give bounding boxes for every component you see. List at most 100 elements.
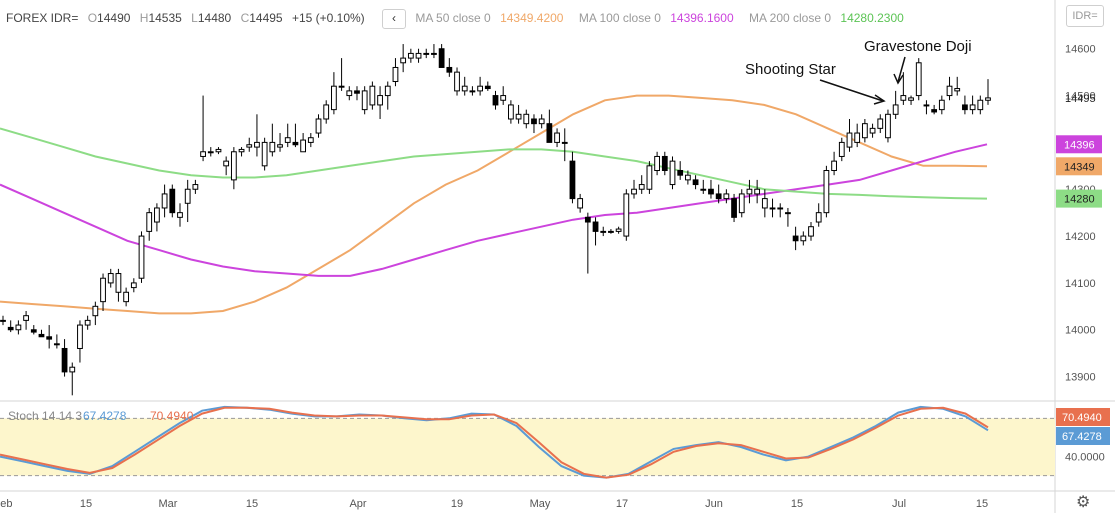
candle-body — [15, 324, 22, 331]
candle — [700, 179, 707, 194]
candle-body — [638, 184, 645, 190]
candle-body — [315, 118, 322, 134]
candle-body — [554, 132, 560, 143]
candle-body — [384, 85, 391, 97]
candle-body — [684, 174, 691, 181]
candle-body — [254, 141, 260, 148]
stoch-k-value: 67.4278 — [83, 409, 127, 423]
candle-body — [523, 113, 530, 125]
candle — [338, 58, 345, 91]
candle — [100, 273, 106, 312]
candle-body — [400, 57, 407, 64]
candle — [838, 137, 845, 162]
ma200-value: 14280.2300 — [840, 11, 904, 26]
candle-body — [146, 212, 153, 232]
candle — [523, 109, 530, 129]
candle — [169, 184, 176, 218]
gear-icon[interactable]: ⚙ — [1076, 494, 1091, 511]
candle-body — [461, 85, 468, 92]
candle — [484, 81, 491, 91]
candle-body — [746, 188, 753, 195]
price-tick-label: 14600 — [1065, 44, 1096, 56]
candle-body — [777, 207, 784, 210]
candle-body — [477, 85, 483, 92]
candle-body — [346, 90, 353, 97]
candle-body — [123, 291, 130, 303]
candle-body — [738, 193, 745, 214]
candle — [946, 76, 953, 101]
candle-body — [969, 104, 976, 111]
candle-body — [785, 212, 791, 215]
candle — [30, 325, 37, 335]
candle — [454, 67, 460, 96]
candle-body — [600, 230, 607, 233]
candle — [292, 123, 299, 148]
ma-value-badge-label: 14349 — [1064, 161, 1095, 173]
candle — [423, 48, 430, 59]
candle — [92, 301, 99, 326]
candle-body — [115, 273, 122, 293]
candle-body — [954, 88, 961, 92]
time-tick-label: May — [530, 498, 551, 510]
candle-body — [246, 144, 253, 148]
candle-body — [646, 165, 653, 190]
candle-body — [915, 62, 922, 97]
candle-body — [623, 193, 630, 237]
candle-body — [561, 141, 568, 144]
candle — [615, 226, 622, 234]
candle-body — [854, 132, 861, 143]
candle — [792, 226, 799, 251]
candle — [962, 95, 968, 115]
price-tick-label: 14000 — [1065, 325, 1096, 337]
candle — [284, 123, 291, 148]
candle-body — [300, 139, 307, 153]
candle — [692, 175, 699, 190]
stoch-d-badge — [1056, 408, 1110, 426]
candle — [307, 133, 314, 148]
candle — [361, 86, 368, 115]
ma-value-badge — [1056, 189, 1102, 208]
candle — [731, 193, 737, 223]
candle-body — [569, 160, 576, 200]
ma50-label: MA 50 close 0 — [415, 11, 491, 26]
candle — [769, 198, 776, 218]
candle-body — [700, 188, 707, 191]
candle — [600, 226, 607, 237]
candle-body — [846, 132, 853, 148]
time-tick-label: Jun — [705, 498, 723, 510]
candle — [392, 58, 399, 87]
candle-body — [631, 188, 637, 195]
candle-body — [161, 193, 168, 209]
candle-body — [230, 151, 237, 181]
candle — [369, 81, 376, 110]
candle — [592, 217, 599, 246]
candle — [738, 189, 745, 218]
candle-body — [885, 113, 891, 139]
candle-body — [277, 144, 283, 148]
candle-body — [977, 99, 984, 111]
candle — [269, 123, 276, 157]
candle-body — [931, 109, 938, 113]
candle — [608, 229, 614, 234]
annotation-gravestone-doji: Gravestone Doji — [864, 38, 972, 55]
annotation-arrow — [819, 79, 884, 102]
candle-body — [331, 85, 337, 111]
candle — [654, 151, 660, 176]
candle-body — [53, 343, 60, 346]
candle-body — [69, 366, 76, 373]
candle — [638, 175, 645, 194]
candle — [815, 203, 822, 227]
candle — [0, 315, 6, 326]
candle — [38, 329, 45, 338]
collapse-button[interactable]: ‹ — [382, 9, 407, 29]
candle — [431, 44, 437, 59]
candle-body — [84, 319, 91, 326]
symbol-button[interactable]: IDR= — [1066, 5, 1104, 27]
candle-body — [338, 85, 345, 88]
time-tick-label: Apr — [349, 498, 366, 510]
candle-body — [23, 315, 29, 321]
candle-body — [177, 212, 183, 218]
candle-body — [284, 137, 291, 143]
ma-line-3 — [0, 127, 988, 200]
